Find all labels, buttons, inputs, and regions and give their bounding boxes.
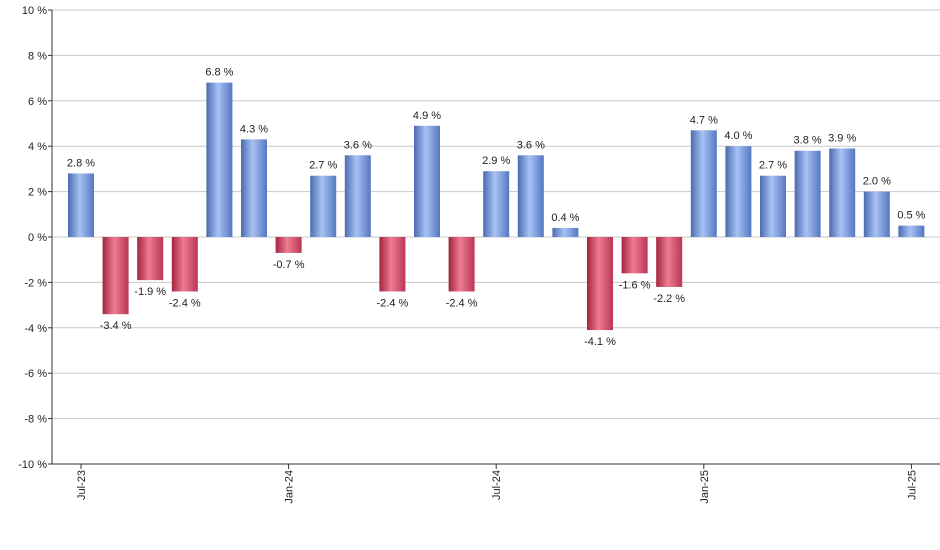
data-label-Feb-24: 2.7 %: [309, 160, 337, 172]
bar-Nov-24: [621, 237, 648, 274]
bar-Mar-24: [344, 155, 371, 237]
data-label-Aug-23: -3.4 %: [100, 320, 132, 332]
bars: [68, 82, 925, 331]
y-tick-label: 4 %: [28, 141, 47, 153]
bar-Aug-23: [102, 237, 129, 315]
x-tick-label: Jul-25: [906, 470, 918, 500]
bar-Oct-23: [171, 237, 198, 292]
x-tick-label: Jul-23: [76, 470, 88, 500]
bar-Mar-25: [760, 175, 786, 237]
bar-Jun-24: [448, 237, 475, 292]
y-tick-label: -2 %: [24, 277, 47, 289]
data-label-Feb-25: 4.0 %: [724, 130, 752, 142]
y-tick-label: 2 %: [28, 187, 47, 199]
y-tick-label: 0 %: [28, 232, 47, 244]
data-label-Jul-25: 0.5 %: [897, 210, 925, 222]
y-tick-label: -10 %: [18, 459, 47, 471]
data-label-Dec-24: -2.2 %: [653, 293, 685, 305]
data-label-Oct-23: -2.4 %: [169, 297, 201, 309]
y-tick-label: -4 %: [24, 323, 47, 335]
bar-Apr-25: [794, 150, 821, 237]
data-label-Mar-25: 2.7 %: [759, 160, 787, 172]
x-tick-label: Jan-24: [284, 470, 296, 504]
data-label-May-25: 3.9 %: [828, 132, 856, 144]
data-label-Jan-25: 4.7 %: [690, 114, 718, 126]
x-tick-label: Jul-24: [491, 470, 503, 500]
axes: [51, 10, 940, 465]
bar-Dec-23: [241, 139, 267, 237]
x-tick-label: Jan-25: [699, 470, 711, 504]
bar-Feb-24: [310, 175, 337, 237]
data-label-Aug-24: 3.6 %: [517, 139, 545, 151]
bar-Nov-23: [206, 82, 233, 237]
data-label-Jan-24: -0.7 %: [273, 259, 305, 271]
data-label-Nov-24: -1.6 %: [619, 279, 651, 291]
bar-Jul-23: [68, 173, 94, 237]
data-label-Jun-25: 2.0 %: [863, 176, 891, 188]
data-label-Apr-24: -2.4 %: [377, 297, 409, 309]
data-label-Nov-23: 6.8 %: [205, 67, 233, 79]
bar-Apr-24: [379, 237, 406, 292]
value-labels: 2.8 %-3.4 %-1.9 %-2.4 %6.8 %4.3 %-0.7 %2…: [67, 67, 926, 348]
bar-Jan-24: [275, 237, 302, 253]
data-label-Jul-23: 2.8 %: [67, 157, 95, 169]
x-axis-ticks: Jul-23 Jan-24 Jul-24 Jan-25 Jul-25: [76, 464, 918, 504]
y-tick-label: -6 %: [24, 368, 47, 380]
data-label-Dec-23: 4.3 %: [240, 123, 268, 135]
y-tick-label: -8 %: [24, 414, 47, 426]
data-label-Sep-23: -1.9 %: [134, 286, 166, 298]
bar-Dec-24: [656, 237, 683, 287]
bar-Jul-25: [898, 225, 925, 237]
bar-Jun-25: [863, 191, 890, 237]
bar-Aug-24: [517, 155, 544, 237]
data-label-Mar-24: 3.6 %: [344, 139, 372, 151]
data-label-Jul-24: 2.9 %: [482, 155, 510, 167]
y-tick-label: 8 %: [28, 50, 47, 62]
bar-May-25: [829, 148, 856, 237]
data-label-Apr-25: 3.8 %: [794, 135, 822, 147]
bar-Jul-24: [483, 171, 510, 237]
bar-Sep-23: [137, 237, 164, 281]
bar-Jan-25: [690, 130, 717, 237]
y-axis-ticks: 10 % 8 % 6 % 4 % 2 % 0 % -2 % -4 % -6 % -8 % -10 %: [18, 5, 52, 471]
data-label-Jun-24: -2.4 %: [446, 297, 478, 309]
data-label-May-24: 4.9 %: [413, 110, 441, 122]
bar-Sep-24: [552, 227, 579, 237]
bar-Oct-24: [587, 237, 613, 331]
y-tick-label: 6 %: [28, 96, 47, 108]
data-label-Oct-24: -4.1 %: [584, 336, 616, 348]
bar-Feb-25: [725, 146, 752, 237]
bar-May-24: [414, 125, 440, 237]
y-tick-label: 10 %: [22, 5, 47, 17]
data-label-Sep-24: 0.4 %: [551, 212, 579, 224]
